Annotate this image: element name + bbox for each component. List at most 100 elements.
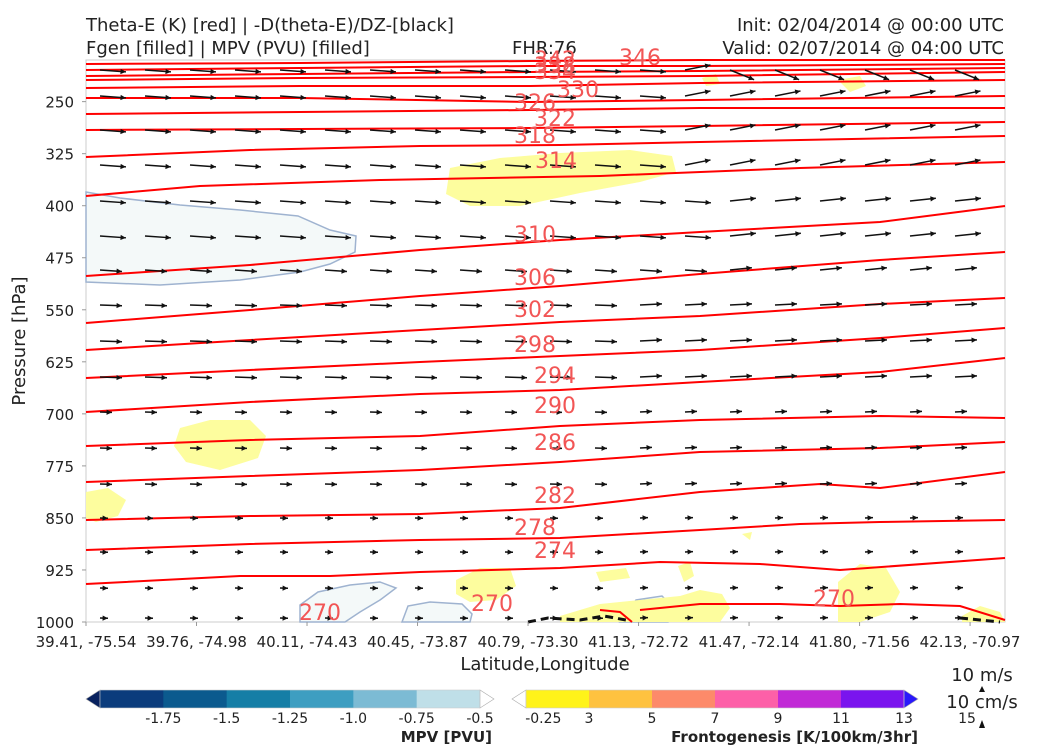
wind-vector-head	[386, 268, 392, 274]
wind-vector-head	[521, 374, 527, 381]
init-time: Init: 02/04/2014 @ 00:00 UTC	[737, 15, 1004, 36]
theta-e-label-282: 282	[534, 484, 576, 509]
wind-vector-head	[390, 94, 396, 101]
fgen-region-surface-left	[456, 568, 516, 602]
wind-vector-head	[795, 196, 801, 202]
wind-vector-head	[431, 338, 437, 345]
wind-vector-head	[552, 515, 558, 521]
wind-vector-head	[836, 373, 842, 379]
wind-vector-head	[912, 615, 918, 621]
wind-vector-head	[341, 338, 347, 345]
wind-vector-head	[206, 268, 212, 274]
wind-vector-head	[251, 374, 257, 381]
wind-vector-head	[928, 75, 935, 81]
wind-vector-head	[736, 481, 742, 487]
fgen-colorbar-extend-left	[511, 689, 527, 709]
wind-vector-head	[372, 615, 378, 621]
wind-vector-head	[507, 515, 513, 521]
wind-vector-head	[525, 94, 531, 101]
wind-vector-head	[615, 128, 621, 135]
mpv-region-surface-1	[299, 581, 398, 623]
theta-e-label-286: 286	[534, 431, 576, 456]
wind-vector-head	[106, 409, 112, 415]
wind-vector-head	[615, 199, 621, 206]
wind-vector-head	[701, 301, 707, 307]
wind-vector-head	[746, 373, 752, 379]
wind-vector-head	[331, 445, 337, 451]
wind-vector-head	[646, 409, 652, 415]
wind-vector-head	[881, 337, 887, 343]
wind-vector-head	[282, 585, 288, 591]
theta-e-label-274: 274	[534, 539, 576, 564]
wind-vector-head	[570, 128, 576, 135]
wind-vector-head	[435, 68, 441, 75]
wind-vector-head	[345, 234, 351, 241]
wind-vector-head	[750, 196, 756, 202]
wind-vector-head	[974, 158, 981, 164]
wind-vector-head	[795, 231, 801, 237]
wind-vector-head	[957, 515, 963, 521]
theta-e-contours	[85, 59, 1006, 623]
theta-e-label-338: 338	[534, 54, 576, 79]
barb-legend-cms: 10 cm/s	[946, 692, 1018, 713]
wind-vector-head	[507, 615, 513, 621]
fgen-colorbar-tick: 9	[774, 711, 783, 727]
wind-vector-head	[296, 374, 302, 381]
wind-vector-head	[691, 445, 697, 451]
theta-e-contour-270-drop	[599, 609, 633, 623]
wind-vector-head	[511, 481, 517, 487]
wind-vector-head	[822, 585, 828, 591]
wind-vector-head	[656, 301, 662, 307]
theta-e-label-334: 334	[534, 60, 576, 85]
wind-vector-head	[480, 94, 486, 101]
wind-vector-head	[971, 337, 977, 343]
mpv-region-surface-2	[400, 601, 473, 623]
fgen-region-surface-mid	[560, 590, 730, 622]
wind-vector-head	[345, 128, 351, 135]
wind-vector-head	[781, 445, 787, 451]
wind-vector-head	[929, 158, 936, 164]
wind-vector-head	[525, 199, 531, 206]
wind-vector-head	[210, 128, 216, 135]
wind-vector-head	[210, 163, 216, 170]
wind-vector-head	[251, 338, 257, 345]
wind-vector-head	[971, 265, 977, 271]
wind-vector-head	[116, 268, 122, 274]
wind-vector-head	[826, 409, 832, 415]
fgen-colorbar-tick: 7	[711, 711, 720, 727]
theta-e-label-330: 330	[557, 78, 599, 103]
wind-vector-head	[251, 268, 257, 274]
wind-vector-head	[705, 199, 711, 206]
wind-vector-head	[435, 234, 441, 241]
y-axis: 250 325 400 475 550 625 700 775 850 925 1000	[36, 94, 86, 632]
wind-vector-head	[165, 128, 171, 135]
wind-vector-head	[826, 445, 832, 451]
wind-vector-head	[341, 374, 347, 381]
wind-vector-head	[120, 163, 126, 170]
wind-vector-head	[929, 123, 936, 129]
wind-vector-head	[611, 302, 617, 309]
wind-vector-head	[687, 515, 693, 521]
wind-vector-head	[102, 585, 108, 591]
wind-vector-head	[237, 515, 243, 521]
wind-vector-head	[106, 445, 112, 451]
mpv-colorbar-label: MPV [PVU]	[401, 728, 492, 746]
wind-vector-head	[732, 585, 738, 591]
frontogenesis-colorbar: 3 5 7 9 11 13 15	[511, 689, 976, 727]
wind-vector-head	[255, 68, 261, 75]
wind-vector-head	[462, 515, 468, 521]
wind-vector-head	[840, 231, 846, 237]
fgen-colorbar-segment	[715, 690, 779, 708]
x-tick-label: 41.13, -72.72	[588, 633, 689, 651]
wind-vector-head	[646, 481, 652, 487]
theta-e-contour-322	[85, 107, 1005, 115]
theta-e-contour-274	[85, 519, 1006, 551]
valid-time: Valid: 02/07/2014 @ 04:00 UTC	[722, 38, 1004, 59]
wind-vector-head	[210, 234, 216, 241]
wind-vector-head	[570, 68, 576, 75]
wind-vector-head	[570, 199, 576, 206]
fgen-region-upper	[446, 150, 676, 206]
y-tick-label: 325	[45, 146, 74, 164]
